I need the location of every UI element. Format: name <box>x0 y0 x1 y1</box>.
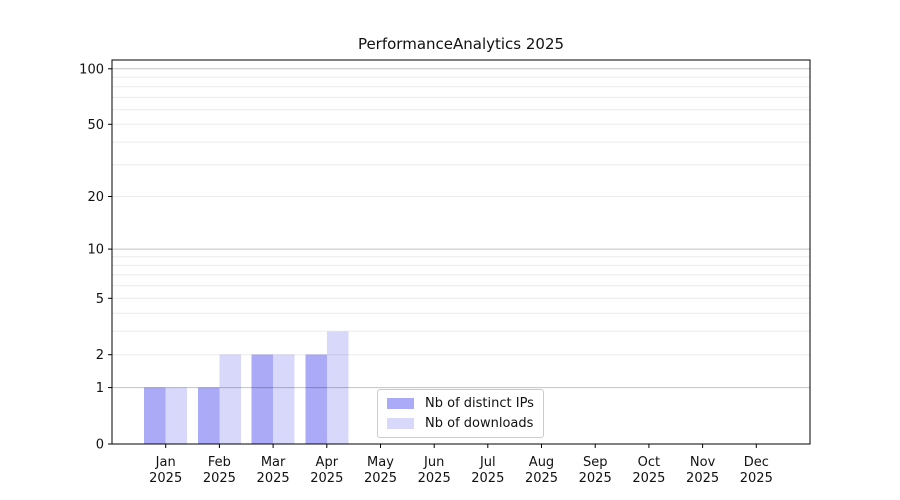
y-tick-label: 100 <box>79 62 104 77</box>
y-tick-label: 2 <box>96 348 104 363</box>
bar-nb-of-distinct-ips-feb <box>197 387 220 444</box>
legend-label-distinct-ips: Nb of distinct IPs <box>425 396 534 411</box>
x-tick-label-month: Mar <box>261 455 286 470</box>
x-tick-label-year: 2025 <box>310 471 343 486</box>
bar-nb-of-downloads-feb <box>219 354 241 444</box>
bar-nb-of-distinct-ips-jan <box>144 387 166 444</box>
y-tick-label: 20 <box>87 190 104 205</box>
x-tick-label-month: Dec <box>744 455 769 470</box>
x-tick-label-year: 2025 <box>471 471 504 486</box>
chart-title: PerformanceAnalytics 2025 <box>357 35 565 53</box>
x-tick-label-month: Jan <box>155 455 176 470</box>
x-tick-label-year: 2025 <box>203 471 236 486</box>
x-tick-label-year: 2025 <box>149 471 182 486</box>
y-tick-label: 5 <box>96 292 104 307</box>
bar-nb-of-downloads-jan <box>165 387 188 444</box>
legend-swatch-downloads <box>387 418 414 429</box>
bar-nb-of-distinct-ips-mar <box>251 354 274 444</box>
bar-nb-of-downloads-apr <box>326 331 349 444</box>
bar-nb-of-downloads-mar <box>273 354 295 444</box>
legend-label-downloads: Nb of downloads <box>425 416 534 431</box>
x-tick-label-year: 2025 <box>364 471 397 486</box>
y-tick-label: 0 <box>96 438 104 453</box>
bar-nb-of-distinct-ips-apr <box>305 354 327 444</box>
legend: Nb of distinct IPs Nb of downloads <box>377 389 544 438</box>
x-tick-label-month: Feb <box>208 455 231 470</box>
x-tick-label-month: Jul <box>479 455 496 470</box>
x-tick-label-year: 2025 <box>579 471 612 486</box>
legend-swatch-distinct-ips <box>387 398 414 409</box>
x-tick-label-month: Aug <box>529 455 554 470</box>
x-tick-label-month: Nov <box>690 455 716 470</box>
plot-border <box>111 59 811 445</box>
legend-item-distinct-ips: Nb of distinct IPs <box>387 396 534 411</box>
x-tick-label-month: Jun <box>423 455 444 470</box>
x-tick-label-year: 2025 <box>418 471 451 486</box>
x-tick-label-month: Oct <box>638 455 660 470</box>
y-tick-label: 10 <box>87 243 104 258</box>
x-tick-label-month: Apr <box>316 455 339 470</box>
x-tick-label-year: 2025 <box>632 471 665 486</box>
y-tick-label: 1 <box>96 381 104 396</box>
x-tick-label-month: Sep <box>583 455 608 470</box>
x-tick-label-year: 2025 <box>257 471 290 486</box>
legend-item-downloads: Nb of downloads <box>387 416 534 431</box>
x-tick-label-year: 2025 <box>686 471 719 486</box>
x-tick-label-year: 2025 <box>740 471 773 486</box>
x-tick-label-year: 2025 <box>525 471 558 486</box>
x-tick-label-month: May <box>367 455 394 470</box>
y-tick-label: 50 <box>87 118 104 133</box>
